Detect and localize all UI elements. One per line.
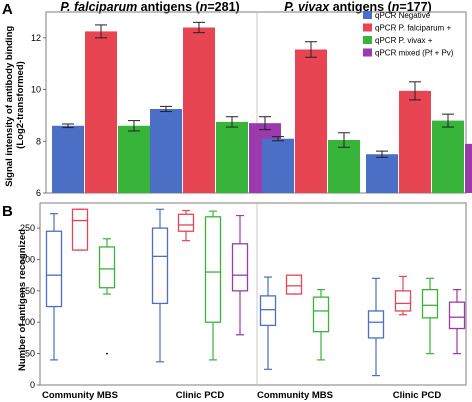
group-title-species: P. vivax <box>284 0 330 14</box>
panel-b-ytick-label: 50 <box>25 349 35 359</box>
group-title-n: n <box>200 0 208 14</box>
panel-b-ytick-label: 200 <box>20 254 35 264</box>
panel-b-categories: Community MBS Clinic PCD Community MBS Clin… <box>42 390 441 401</box>
panel-a-plot: 6 8 10 12 <box>31 21 472 198</box>
bar <box>465 143 472 193</box>
bar <box>150 108 182 193</box>
group-title-count: =281) <box>207 0 239 14</box>
bar <box>262 138 294 193</box>
x-category-label: Clinic PCD <box>176 390 225 401</box>
legend-label: qPCR P. falciparum + <box>375 24 451 33</box>
bar <box>328 139 360 193</box>
bar <box>432 120 464 193</box>
box <box>98 246 116 289</box>
bar <box>295 49 327 193</box>
box <box>45 230 63 308</box>
panel-a-ytick-label: 8 <box>36 136 41 146</box>
panel-b-ytick-label: 250 <box>20 223 35 233</box>
panel-a-ytick-label: 12 <box>31 33 41 43</box>
legend-swatch <box>363 11 372 19</box>
legend-label: qPCR Negative <box>375 11 431 20</box>
group-title-count: =177) <box>399 0 431 14</box>
panel-b-ytick-label: 0 <box>30 380 35 390</box>
group-title-1: P. vivax antigens (n=177) <box>284 0 431 14</box>
legend-label: qPCR P. vivax + <box>375 36 433 45</box>
bar <box>118 125 150 193</box>
bar <box>399 90 431 193</box>
bar <box>183 27 215 194</box>
box <box>259 295 277 327</box>
x-category-label: Community MBS <box>257 390 333 401</box>
group-title-text: antigens ( <box>137 0 200 14</box>
panel-a-ytick-label: 10 <box>31 85 41 95</box>
panel-b-letter: B <box>2 203 13 220</box>
outlier-point <box>106 352 108 355</box>
legend-swatch <box>363 36 372 44</box>
box <box>421 288 439 319</box>
box <box>448 301 466 330</box>
panel-a-ylabel: Signal intensity of antibody binding (Lo… <box>4 23 26 187</box>
panel-a-ytick-label: 6 <box>36 188 41 198</box>
x-category-label: Community MBS <box>42 390 118 401</box>
box <box>285 274 303 295</box>
panel-b-ytick-label: 100 <box>20 317 35 327</box>
legend-label: qPCR mixed (Pf + Pv) <box>375 49 454 58</box>
group-title-text: antigens ( <box>329 0 392 14</box>
panel-b-frame <box>39 202 467 386</box>
legend-swatch <box>363 48 372 57</box>
group-title-species: P. falciparum <box>60 0 137 14</box>
bar <box>366 154 398 193</box>
panel-a-letter: A <box>2 1 13 18</box>
group-title-0: P. falciparum antigens (n=281) <box>60 0 239 14</box>
legend: qPCR Negative qPCR P. falciparum + qPCR P.… <box>363 11 454 58</box>
box <box>231 243 249 292</box>
bar <box>216 121 248 193</box>
bar <box>52 125 84 193</box>
panel-b-ylabel: Number of antigens recognized <box>17 229 28 371</box>
box <box>204 216 222 323</box>
panel-b-plot: 0 50 100 150 200 250 <box>20 208 466 390</box>
box <box>312 296 330 333</box>
box <box>394 290 412 312</box>
box <box>71 208 89 251</box>
bar <box>85 31 117 194</box>
legend-swatch <box>363 23 372 32</box>
group-title-n: n <box>392 0 400 14</box>
group-titles: P. falciparum antigens (n=281) P. vivax a… <box>60 0 431 14</box>
box <box>151 227 169 305</box>
x-category-label: Clinic PCD <box>393 390 442 401</box>
box <box>177 213 195 232</box>
panel-b-ytick-label: 150 <box>20 286 35 296</box>
box <box>367 310 385 339</box>
